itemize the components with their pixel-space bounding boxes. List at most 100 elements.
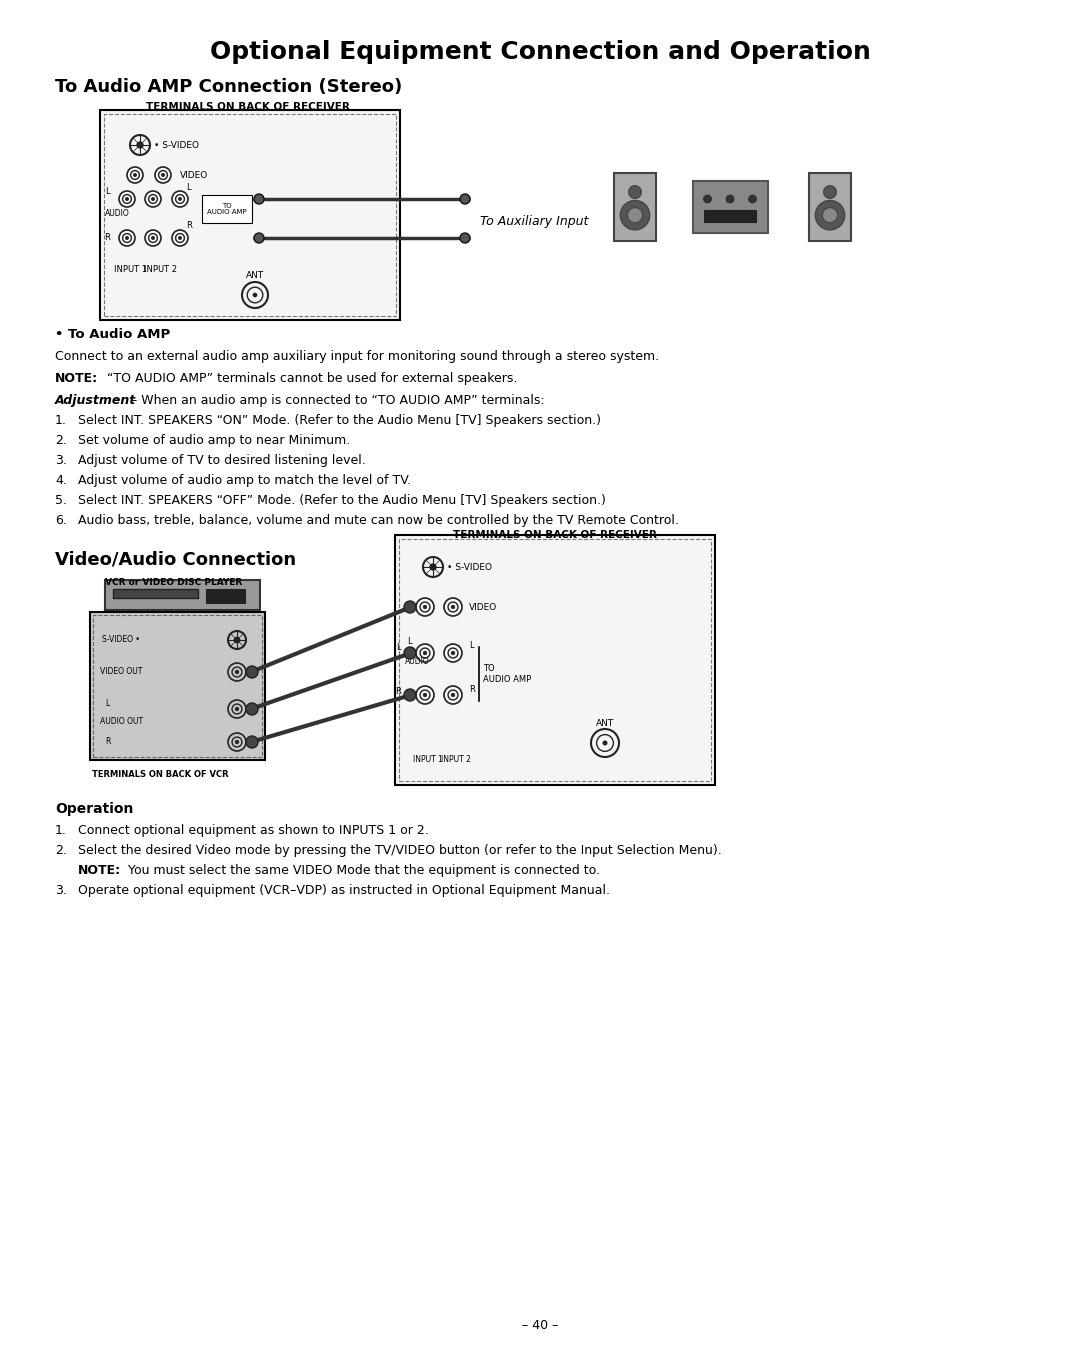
Text: VCR or VIDEO DISC PLAYER: VCR or VIDEO DISC PLAYER: [105, 578, 242, 587]
Text: 6.: 6.: [55, 514, 67, 526]
Circle shape: [824, 186, 836, 198]
Circle shape: [451, 651, 455, 655]
Text: Select the desired Video mode by pressing the TV/VIDEO button (or refer to the I: Select the desired Video mode by pressin…: [78, 844, 721, 857]
Text: L: L: [186, 182, 191, 192]
FancyBboxPatch shape: [206, 589, 244, 602]
Text: AUDIO: AUDIO: [405, 656, 430, 666]
Text: AUDIO: AUDIO: [105, 208, 130, 217]
Text: Video/Audio Connection: Video/Audio Connection: [55, 549, 296, 568]
FancyBboxPatch shape: [112, 589, 198, 598]
Text: • S-VIDEO: • S-VIDEO: [447, 563, 492, 571]
FancyBboxPatch shape: [202, 194, 252, 223]
Text: Operation: Operation: [55, 802, 133, 815]
Text: Adjustment: Adjustment: [55, 394, 136, 406]
Text: • S-VIDEO: • S-VIDEO: [154, 140, 199, 150]
Text: 1.: 1.: [55, 414, 67, 427]
Text: 3.: 3.: [55, 454, 67, 467]
Circle shape: [404, 688, 416, 701]
Circle shape: [234, 637, 240, 643]
Circle shape: [246, 703, 258, 716]
Circle shape: [423, 693, 427, 697]
Text: S-VIDEO •: S-VIDEO •: [102, 636, 140, 644]
Text: VIDEO: VIDEO: [180, 170, 208, 180]
Text: NOTE:: NOTE:: [78, 864, 121, 878]
Circle shape: [627, 208, 643, 223]
Circle shape: [246, 666, 258, 678]
Circle shape: [178, 197, 181, 201]
Circle shape: [726, 194, 734, 202]
Text: INPUT 2: INPUT 2: [144, 266, 176, 274]
Text: 3.: 3.: [55, 884, 67, 896]
Text: Adjust volume of TV to desired listening level.: Adjust volume of TV to desired listening…: [78, 454, 366, 467]
Text: – When an audio amp is connected to “TO AUDIO AMP” terminals:: – When an audio amp is connected to “TO …: [127, 394, 544, 406]
FancyBboxPatch shape: [90, 612, 265, 760]
Text: R: R: [395, 687, 401, 697]
Text: L: L: [469, 640, 474, 649]
Text: L: L: [395, 643, 401, 652]
Circle shape: [151, 236, 154, 239]
Circle shape: [451, 693, 455, 697]
Text: 2.: 2.: [55, 844, 67, 857]
Text: NOTE:: NOTE:: [55, 373, 98, 385]
FancyBboxPatch shape: [692, 181, 768, 234]
Circle shape: [460, 194, 470, 204]
Text: To Auxiliary Input: To Auxiliary Input: [480, 216, 589, 228]
Circle shape: [404, 601, 416, 613]
Text: VIDEO OUT: VIDEO OUT: [100, 667, 143, 676]
Text: R: R: [406, 690, 411, 699]
Circle shape: [460, 234, 470, 243]
Circle shape: [125, 197, 129, 201]
Text: 1.: 1.: [55, 824, 67, 837]
Text: L: L: [105, 186, 109, 196]
Text: AUDIO OUT: AUDIO OUT: [100, 717, 144, 725]
Text: ANT: ANT: [246, 270, 265, 279]
Circle shape: [629, 186, 642, 198]
Text: Optional Equipment Connection and Operation: Optional Equipment Connection and Operat…: [210, 40, 870, 63]
Text: To Audio AMP Connection (Stereo): To Audio AMP Connection (Stereo): [55, 78, 402, 96]
Circle shape: [603, 741, 608, 745]
Text: R: R: [104, 234, 110, 243]
Circle shape: [823, 208, 838, 223]
Circle shape: [235, 707, 239, 711]
FancyBboxPatch shape: [809, 173, 851, 242]
Text: Adjust volume of audio amp to match the level of TV.: Adjust volume of audio amp to match the …: [78, 474, 411, 487]
Text: Connect optional equipment as shown to INPUTS 1 or 2.: Connect optional equipment as shown to I…: [78, 824, 429, 837]
Circle shape: [134, 173, 136, 177]
Text: R: R: [186, 221, 192, 231]
Circle shape: [748, 194, 756, 202]
Circle shape: [451, 605, 455, 609]
Circle shape: [125, 236, 129, 239]
Text: Connect to an external audio amp auxiliary input for monitoring sound through a : Connect to an external audio amp auxilia…: [55, 350, 659, 363]
Circle shape: [254, 194, 264, 204]
Text: TO
AUDIO AMP: TO AUDIO AMP: [207, 202, 247, 216]
Text: 4.: 4.: [55, 474, 67, 487]
Text: Select INT. SPEAKERS “ON” Mode. (Refer to the Audio Menu [TV] Speakers section.): Select INT. SPEAKERS “ON” Mode. (Refer t…: [78, 414, 600, 427]
Text: Operate optional equipment (VCR–VDP) as instructed in Optional Equipment Manual.: Operate optional equipment (VCR–VDP) as …: [78, 884, 610, 896]
Circle shape: [151, 197, 154, 201]
Circle shape: [815, 200, 845, 230]
Text: “TO AUDIO AMP” terminals cannot be used for external speakers.: “TO AUDIO AMP” terminals cannot be used …: [103, 373, 517, 385]
Text: You must select the same VIDEO Mode that the equipment is connected to.: You must select the same VIDEO Mode that…: [124, 864, 600, 878]
FancyBboxPatch shape: [100, 109, 400, 320]
Circle shape: [404, 647, 416, 659]
Circle shape: [423, 651, 427, 655]
FancyBboxPatch shape: [395, 535, 715, 784]
Text: TERMINALS ON BACK OF VCR: TERMINALS ON BACK OF VCR: [92, 769, 229, 779]
Circle shape: [254, 234, 264, 243]
Circle shape: [620, 200, 650, 230]
FancyBboxPatch shape: [615, 173, 656, 242]
Circle shape: [253, 293, 257, 297]
FancyBboxPatch shape: [105, 580, 260, 610]
Text: VIDEO: VIDEO: [469, 602, 497, 612]
Text: 5.: 5.: [55, 494, 67, 508]
Text: 2.: 2.: [55, 433, 67, 447]
Circle shape: [137, 142, 143, 148]
FancyBboxPatch shape: [704, 211, 756, 221]
Text: L: L: [407, 636, 411, 645]
Text: Audio bass, treble, balance, volume and mute can now be controlled by the TV Rem: Audio bass, treble, balance, volume and …: [78, 514, 679, 526]
Text: INPUT 2: INPUT 2: [441, 756, 471, 764]
Text: Select INT. SPEAKERS “OFF” Mode. (Refer to the Audio Menu [TV] Speakers section.: Select INT. SPEAKERS “OFF” Mode. (Refer …: [78, 494, 606, 508]
Text: Set volume of audio amp to near Minimum.: Set volume of audio amp to near Minimum.: [78, 433, 350, 447]
Text: INPUT 1: INPUT 1: [113, 266, 147, 274]
Circle shape: [235, 740, 239, 744]
